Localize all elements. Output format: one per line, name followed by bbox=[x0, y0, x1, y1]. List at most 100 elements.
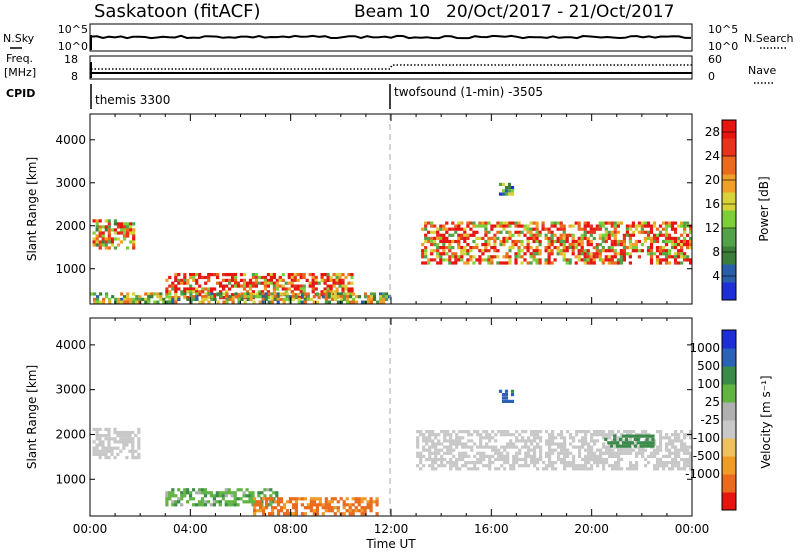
velocity-cell bbox=[458, 451, 462, 455]
velocity-cell bbox=[476, 457, 480, 462]
velocity-cell bbox=[256, 503, 260, 507]
power-cell bbox=[324, 300, 328, 304]
velocity-cell bbox=[294, 509, 298, 513]
power-cell bbox=[604, 236, 608, 240]
velocity-cell bbox=[602, 430, 606, 434]
power-cell bbox=[347, 273, 351, 277]
velocity-cell bbox=[422, 454, 426, 458]
power-cell bbox=[126, 297, 130, 301]
power-cell bbox=[347, 287, 351, 291]
velocity-cell bbox=[674, 439, 678, 443]
power-cell bbox=[251, 281, 255, 285]
velocity-cell bbox=[345, 503, 349, 507]
power-cell bbox=[508, 221, 512, 225]
power-cell bbox=[466, 249, 470, 253]
velocity-cell bbox=[608, 464, 612, 468]
power-cell bbox=[580, 227, 584, 231]
velocity-cell bbox=[260, 497, 264, 501]
power-cell bbox=[613, 255, 617, 259]
velocity-cell bbox=[104, 452, 108, 456]
power-cell bbox=[445, 227, 449, 231]
velocity-cell bbox=[357, 503, 361, 507]
velocity-cell bbox=[501, 396, 506, 400]
power-cell bbox=[338, 278, 342, 282]
power-cell bbox=[680, 224, 684, 228]
velocity-cell bbox=[497, 467, 501, 471]
velocity-cell bbox=[506, 454, 510, 458]
velocity-cell bbox=[503, 445, 507, 449]
velocity-cell bbox=[203, 500, 208, 504]
power-cell bbox=[308, 281, 312, 285]
power-cell bbox=[622, 243, 626, 247]
power-cell bbox=[460, 221, 464, 225]
power-cell bbox=[595, 227, 599, 231]
power-cell bbox=[683, 255, 687, 259]
power-cell bbox=[287, 273, 291, 277]
velocity-cell bbox=[431, 439, 435, 443]
velocity-cell bbox=[309, 503, 313, 507]
velocity-cell bbox=[271, 497, 275, 501]
power-cell bbox=[123, 225, 127, 229]
velocity-cell bbox=[689, 457, 692, 462]
power-cell bbox=[436, 236, 440, 240]
power-cell bbox=[165, 278, 169, 282]
velocity-cell bbox=[107, 427, 111, 431]
velocity-cell bbox=[554, 436, 558, 440]
velocity-cell bbox=[434, 461, 438, 465]
velocity-cell bbox=[422, 445, 426, 449]
power-cell bbox=[499, 243, 503, 247]
velocity-cell bbox=[253, 506, 257, 510]
power-cell bbox=[457, 255, 461, 259]
power-cell bbox=[153, 292, 157, 296]
velocity-cell bbox=[434, 448, 438, 452]
power-cell bbox=[120, 300, 124, 304]
velocity-cell bbox=[449, 433, 453, 437]
power-cell bbox=[195, 295, 199, 299]
velocity-cell bbox=[671, 451, 675, 455]
power-cell bbox=[336, 300, 340, 304]
velocity-cell bbox=[581, 436, 585, 440]
power-cell bbox=[643, 224, 647, 228]
velocity-cell bbox=[599, 433, 603, 437]
power-cell bbox=[571, 239, 575, 244]
power-cell bbox=[201, 290, 205, 294]
velocity-cell bbox=[259, 509, 263, 513]
power-cell bbox=[496, 230, 500, 234]
power-cell bbox=[511, 221, 515, 225]
power-cell bbox=[604, 249, 608, 253]
power-cell bbox=[637, 224, 641, 228]
velocity-cell bbox=[563, 467, 567, 471]
velocity-cell bbox=[464, 454, 468, 458]
velocity-cell bbox=[324, 503, 328, 507]
velocity-cell bbox=[276, 509, 281, 513]
power-cell bbox=[225, 273, 229, 277]
velocity-cell bbox=[101, 452, 105, 456]
power-cell bbox=[511, 243, 515, 247]
power-cell bbox=[487, 261, 491, 265]
freq-label: Freq. bbox=[6, 52, 33, 65]
velocity-cell bbox=[674, 445, 678, 449]
power-cell bbox=[475, 258, 479, 262]
velocity-xtick-label: 16:00 bbox=[474, 522, 509, 536]
power-cell bbox=[177, 273, 181, 277]
velocity-cell bbox=[357, 497, 361, 501]
velocity-cell bbox=[512, 445, 516, 449]
velocity-cell bbox=[92, 427, 96, 431]
power-cell bbox=[222, 300, 226, 304]
power-cell bbox=[263, 287, 267, 291]
power-cell bbox=[580, 239, 584, 244]
power-cell bbox=[275, 278, 279, 282]
power-cell bbox=[276, 295, 280, 299]
velocity-cell bbox=[629, 439, 633, 443]
velocity-cell bbox=[98, 452, 102, 456]
velocity-cell bbox=[262, 506, 266, 510]
power-colorbar-tick-label: 28 bbox=[705, 125, 720, 139]
power-cell bbox=[571, 233, 575, 237]
velocity-cell bbox=[271, 506, 275, 510]
velocity-colorbar-tick-label: 500 bbox=[697, 359, 720, 373]
velocity-cell bbox=[467, 467, 471, 471]
velocity-cell bbox=[122, 434, 126, 438]
velocity-cell bbox=[288, 500, 293, 504]
power-cell bbox=[625, 227, 629, 231]
power-cell bbox=[583, 258, 587, 262]
